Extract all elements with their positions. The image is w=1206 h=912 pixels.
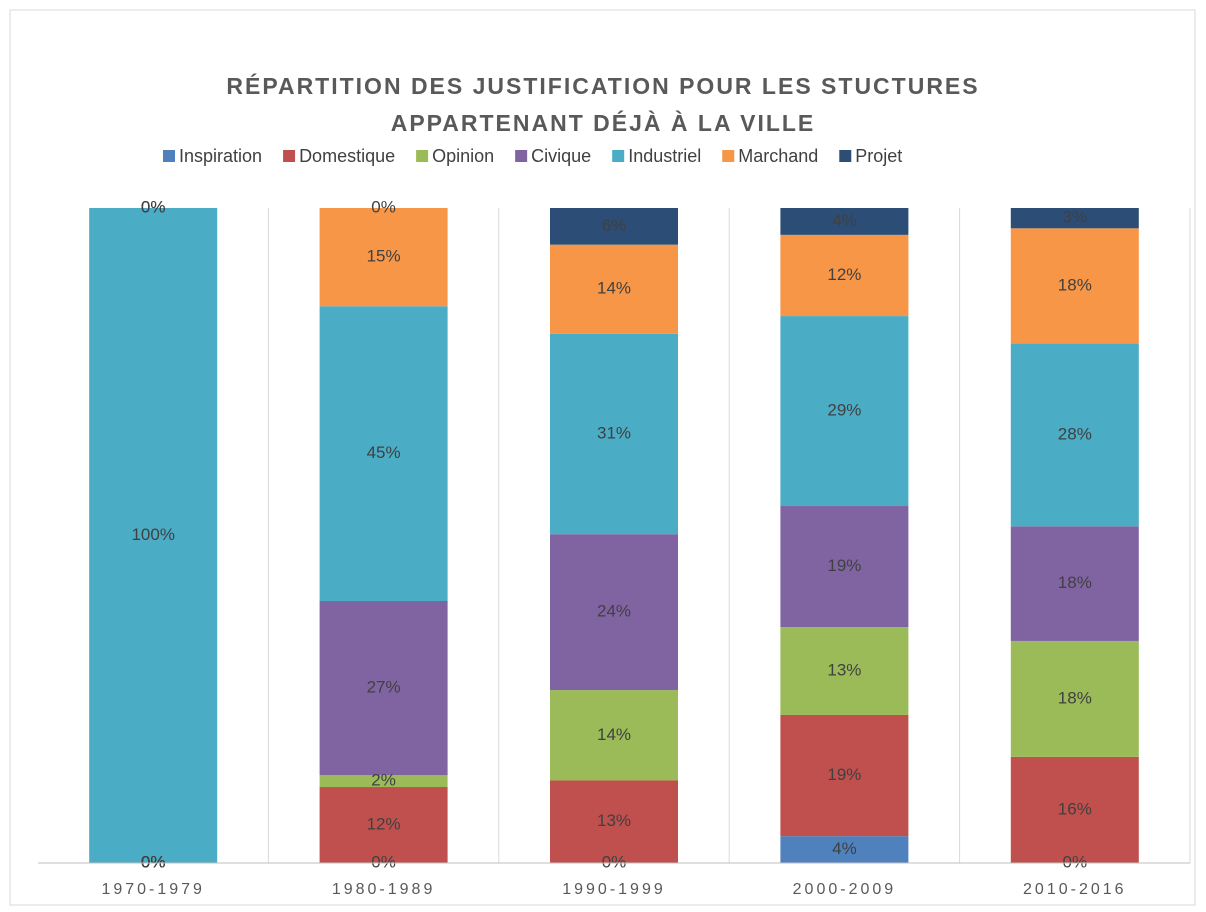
bar-segment [319,787,448,863]
bar-segment [1010,343,1139,527]
value-label: 28% [1058,424,1092,443]
bar-segment [550,333,678,535]
bar-segment [780,836,909,863]
bar-segment [550,780,678,863]
value-label: 12% [827,265,861,284]
chart-title: RÉPARTITION DES JUSTIFICATION POUR LES S… [226,72,979,99]
value-label: 0% [141,852,166,871]
legend-swatch [416,150,429,162]
value-label: 15% [367,247,401,266]
value-label: 13% [597,811,631,830]
value-label: 29% [827,401,861,420]
value-label: 14% [597,279,631,298]
x-tick-label: 2000-2009 [793,881,897,898]
value-label: 31% [597,423,631,442]
value-label: 100% [131,525,174,544]
bar-segment [1010,208,1139,229]
value-label: 45% [367,443,401,462]
legend-swatch [839,150,852,162]
bar-segment [89,208,218,863]
value-label: 4% [832,839,857,858]
legend-label: Civique [531,146,591,166]
bar-segment [550,690,678,781]
value-label: 12% [367,814,401,833]
legend-swatch [612,150,625,162]
bar-segment [319,306,448,601]
bar-segment [550,244,678,334]
legend-label: Marchand [738,146,818,166]
legend-swatch [283,150,296,162]
value-label: 18% [1058,275,1092,294]
legend-label: Projet [855,146,902,166]
legend-swatch [515,150,528,162]
value-label: 2% [371,771,396,790]
bar-segment [319,208,448,307]
legend-label: Opinion [432,146,494,166]
value-label: 19% [827,765,861,784]
value-label: 0% [371,197,396,216]
x-tick-label: 1990-1999 [562,881,666,898]
value-label: 0% [141,852,166,871]
value-label: 27% [367,678,401,697]
value-label: 0% [141,197,166,216]
x-tick-label: 2010-2016 [1023,881,1127,898]
bar-segment [319,601,448,776]
bar-segment [1010,640,1139,757]
bar-segment [550,534,678,691]
value-label: 3% [1063,208,1088,227]
bar-segment [319,775,448,788]
bar-segment [780,316,909,507]
bar-segment [780,506,909,628]
value-label: 0% [141,852,166,871]
value-label: 19% [827,556,861,575]
value-label: 0% [602,852,627,871]
value-label: 18% [1058,573,1092,592]
value-label: 4% [832,211,857,230]
legend-label: Domestique [299,146,395,166]
bar-segment [780,208,909,235]
bar-segment [780,627,909,715]
chart-title: APPARTENANT DÉJÀ À LA VILLE [391,109,816,136]
bar-segment [1010,526,1139,641]
bar-segment [1010,228,1139,344]
value-label: 6% [602,216,627,235]
bar-segment [1010,756,1139,863]
legend-label: Industriel [628,146,701,166]
legend-label: Inspiration [179,146,262,166]
x-tick-label: 1980-1989 [332,881,436,898]
legend-swatch [722,150,735,162]
bar-segment [550,208,678,245]
value-label: 24% [597,602,631,621]
value-label: 16% [1058,799,1092,818]
x-tick-label: 1970-1979 [101,881,205,898]
value-label: 0% [141,197,166,216]
bar-segment [780,234,909,317]
value-label: 14% [597,725,631,744]
value-label: 0% [1063,852,1088,871]
value-label: 18% [1058,688,1092,707]
bar-segment [780,714,909,837]
value-label: 0% [371,852,396,871]
value-label: 0% [141,852,166,871]
value-label: 13% [827,661,861,680]
legend-swatch [163,150,175,162]
